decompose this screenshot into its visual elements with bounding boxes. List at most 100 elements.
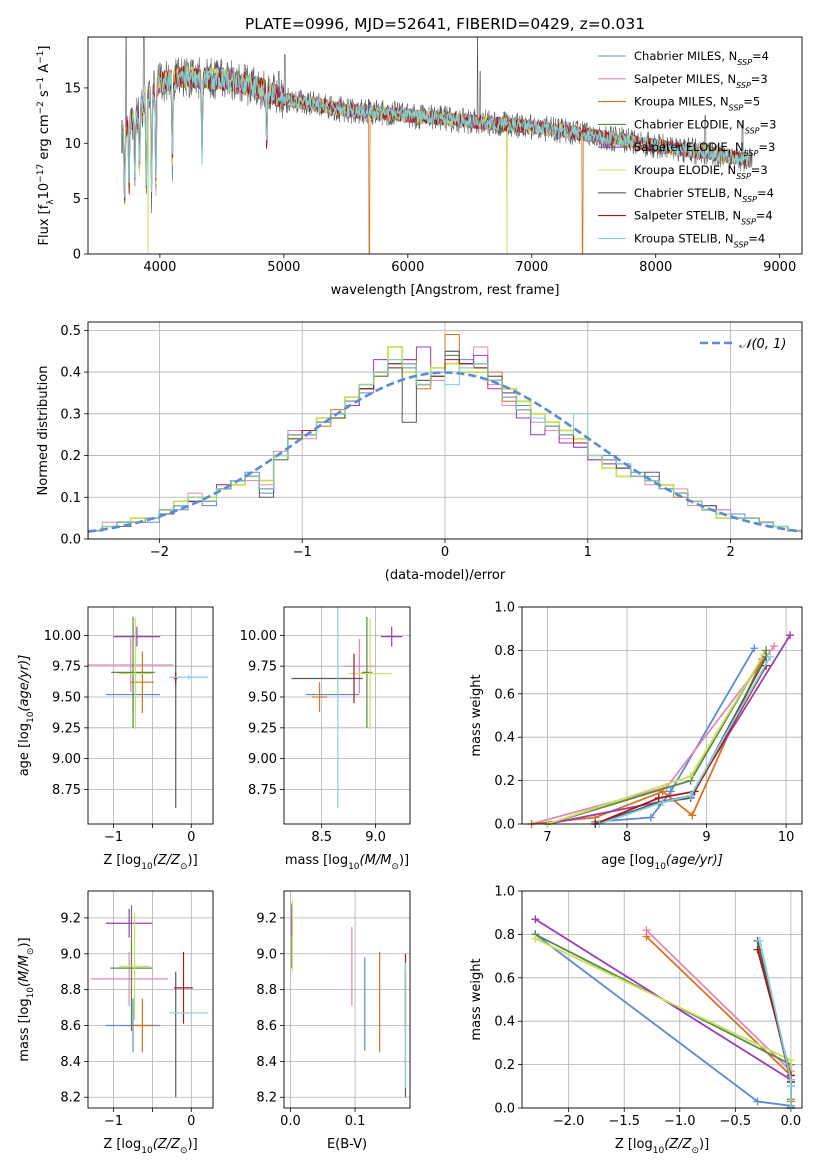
x-axis-label-part: 10 <box>654 862 666 872</box>
y-tick-label: 9.0 <box>60 947 81 962</box>
axis-labels-age-vs-mass: mass [log10(M/M⊙)] <box>285 853 409 872</box>
legend-label-value: =3 <box>760 117 777 131</box>
x-tick-label: 0.0 <box>781 1114 802 1129</box>
x-tick-label: 0 <box>441 545 449 560</box>
y-tick-label: 8.6 <box>256 1019 277 1034</box>
legend-label-value: =5 <box>743 95 760 109</box>
x-axis-label: wavelength [Angstrom, rest frame] <box>331 283 560 298</box>
x-tick-label: 0.1 <box>345 1114 366 1129</box>
histogram-step <box>88 359 802 539</box>
weight-line <box>645 935 792 1108</box>
weight-marker <box>654 793 663 802</box>
x-axis-label: Z [log10(Z/Z⊙)] <box>103 853 197 872</box>
x-tick-label: −1.5 <box>608 1114 640 1129</box>
y-axis-label-part: s <box>37 90 52 101</box>
x-tick-label: 8.5 <box>311 830 332 845</box>
legend-label: Salpeter MILES, NSSP=3 <box>634 72 768 90</box>
y-tick-label: 0.6 <box>494 687 515 702</box>
y-tick-label: 8.2 <box>256 1091 277 1106</box>
axes-spectrum: 4000 5000 6000 7000 8000 9000 0 5 10 15 <box>64 81 796 275</box>
x-tick-label: 8000 <box>639 260 672 275</box>
weight-lines <box>527 631 795 828</box>
legend-label: 𝒩(0, 1) <box>739 337 786 352</box>
y-tick-label: 8.75 <box>52 783 81 798</box>
weight-marker <box>686 772 695 781</box>
x-tick-label: −2.0 <box>553 1114 585 1129</box>
axes-age-vs-Z: −1 0 8.75 9.00 9.25 9.50 9.75 10.00 <box>44 607 213 845</box>
legend-label: Kroupa MILES, NSSP=5 <box>634 95 760 113</box>
y-axis-label-part: ⊙ <box>26 948 36 956</box>
legend-label-value: =3 <box>751 163 768 177</box>
legend-label-value: =3 <box>758 140 775 154</box>
errorbars <box>88 607 209 808</box>
y-tick-label: 8.8 <box>60 983 81 998</box>
weight-line <box>531 658 764 825</box>
x-axis-label-part: (Z/Z <box>153 853 181 868</box>
plot-frame <box>521 890 803 1109</box>
weight-line <box>594 665 767 825</box>
x-axis-label-part: Z [log <box>103 1137 141 1152</box>
y-axis-label-part: (M/M <box>17 955 32 987</box>
y-tick-label: 8.8 <box>256 983 277 998</box>
weight-marker <box>750 644 759 653</box>
axes-mass-vs-EBV: 0.0 0.1 8.2 8.4 8.6 8.8 9.0 9.2 <box>256 891 410 1129</box>
x-axis-label-part: 10 <box>653 1146 665 1156</box>
x-axis-label-part: )] <box>188 853 198 868</box>
weight-line <box>534 933 792 1107</box>
y-tick-label: 0.5 <box>60 324 81 339</box>
x-axis-label: Z [log10(Z/Z⊙)] <box>615 1137 709 1156</box>
y-axis-label-part: (age/yr)] <box>17 655 32 712</box>
y-tick-label: 0.4 <box>60 366 81 381</box>
weight-marker <box>786 1082 795 1091</box>
x-axis-label-part: (Z/Z <box>153 1137 181 1152</box>
legend-label-text: Kroupa STELIB, N <box>634 231 734 245</box>
y-axis-label-part: −2 <box>36 101 46 114</box>
legend-label: Chabrier ELODIE, NSSP=3 <box>634 117 776 135</box>
x-tick-label: 8 <box>623 830 631 845</box>
weight-line <box>595 647 756 823</box>
plot-frame <box>87 890 214 1109</box>
normal-curve <box>88 371 802 533</box>
x-axis-label: E(B-V) <box>327 1137 367 1152</box>
x-axis-label-part: ⊙ <box>691 1146 699 1156</box>
x-tick-label: −2 <box>150 545 169 560</box>
legend-label: Chabrier STELIB, NSSP=4 <box>634 186 774 204</box>
y-axis-label: mass weight <box>469 958 484 1040</box>
histograms <box>88 334 802 539</box>
y-tick-label: 9.50 <box>248 691 277 706</box>
y-axis-label-part: 10 <box>26 711 36 723</box>
y-tick-label: 0.6 <box>494 971 515 986</box>
y-tick-label: 0.2 <box>494 774 515 789</box>
y-axis-label-part: age [log <box>17 723 32 776</box>
y-tick-label: 1.0 <box>494 885 515 900</box>
y-tick-label: 0.4 <box>494 1015 515 1030</box>
x-tick-label: −1.0 <box>664 1114 696 1129</box>
y-tick-label: 9.50 <box>52 691 81 706</box>
weight-marker <box>753 1097 762 1106</box>
weight-marker <box>658 798 667 807</box>
y-tick-label: 1.0 <box>494 601 515 616</box>
x-tick-label: 9 <box>702 830 710 845</box>
weight-marker <box>688 811 697 820</box>
weight-marker <box>531 915 540 924</box>
legend-label-text: Chabrier MILES, N <box>634 49 737 63</box>
y-tick-label: 0.8 <box>494 644 515 659</box>
y-tick-label: 8.2 <box>60 1091 81 1106</box>
axes-age-vs-mass: 8.5 9.0 8.75 9.00 9.25 9.50 9.75 10.00 <box>240 607 410 845</box>
y-axis-label-part: 10 <box>26 987 36 999</box>
legend-label-sub: SSP <box>741 217 756 226</box>
y-tick-label: 8.4 <box>256 1055 277 1070</box>
y-tick-label: 0.0 <box>494 818 515 833</box>
x-axis-label-part: 10 <box>348 862 360 872</box>
y-axis-label-part: −1 <box>36 51 46 64</box>
spectrum-model-line <box>122 65 749 198</box>
plot-frame <box>87 606 214 825</box>
x-axis-label-part: 10 <box>141 862 153 872</box>
plot-frame <box>283 890 411 1109</box>
x-axis-label: Z [log10(Z/Z⊙)] <box>103 1137 197 1156</box>
x-axis-label-part: )] <box>399 853 409 868</box>
weight-marker <box>786 631 795 640</box>
axis-labels-mass-vs-Z: Z [log10(Z/Z⊙)]mass [log10(M/M⊙)] <box>17 937 198 1156</box>
legend-label: Chabrier MILES, NSSP=4 <box>634 49 769 67</box>
